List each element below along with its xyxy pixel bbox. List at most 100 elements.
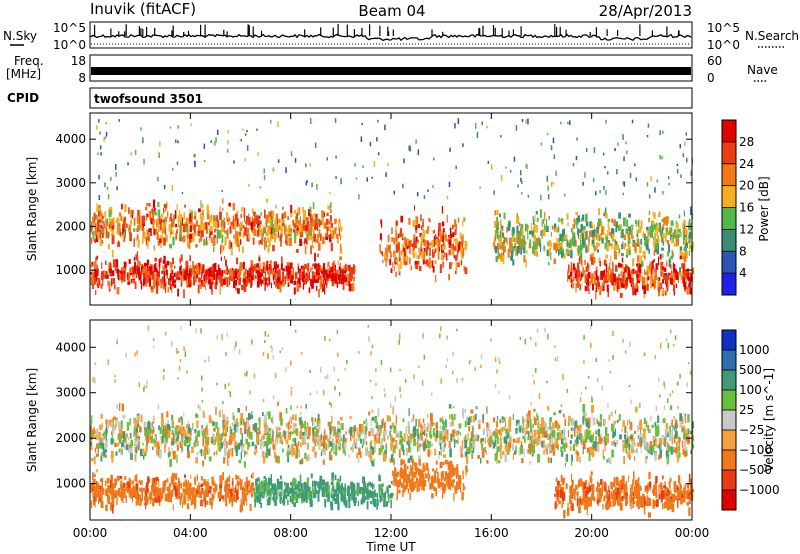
echo-cell [134,454,137,462]
echo-cell [255,215,258,225]
echo-cell [647,442,650,450]
echo-cell [292,267,295,275]
echo-cell [308,230,311,238]
echo-cell [570,270,572,277]
echo-cell [159,238,162,243]
echo-cell [294,239,297,244]
echo-cell [554,439,558,448]
echo-cell [614,241,617,250]
echo-cell [140,281,143,289]
echo-cell [245,405,247,411]
echo-cell [660,272,662,276]
echo-cell [154,212,157,216]
echo-cell [666,453,670,462]
echo-cell [602,152,605,156]
echo-cell [637,238,640,245]
echo-cell [268,411,271,420]
echo-cell [388,245,390,251]
echo-cell [139,494,141,499]
echo-cell [232,215,234,222]
echo-cell [579,229,582,233]
echo-cell [395,258,398,263]
echo-cell [171,447,173,456]
echo-cell [323,263,326,272]
echo-cell [509,433,511,439]
echo-cell [111,504,114,514]
echo-cell [609,262,611,270]
echo-cell [175,232,177,241]
nsky-trace [90,24,692,45]
echo-cell [303,214,306,222]
echo-cell [576,137,578,141]
echo-cell [172,504,174,511]
echo-cell [150,266,153,274]
echo-cell [516,245,520,254]
echo-cell [528,410,531,420]
echo-cell [180,254,183,262]
echo-cell [418,455,421,461]
echo-cell [153,415,155,424]
echo-cell [676,433,679,439]
echo-cell [118,487,121,495]
echo-cell [593,275,595,279]
echo-cell [244,227,247,236]
echo-cell [330,454,333,461]
echo-cell [682,428,684,432]
echo-cell [321,442,324,447]
echo-cell [171,185,174,191]
echo-cell [150,218,153,225]
echo-cell [603,259,607,264]
echo-cell [619,224,622,231]
echo-cell [446,214,448,223]
echo-cell [650,415,652,421]
echo-cell [269,219,272,228]
echo-cell [186,223,188,231]
echo-cell [454,245,457,251]
echo-cell [143,422,147,428]
echo-cell [574,269,577,277]
echo-cell [398,263,400,273]
echo-cell [504,444,506,451]
echo-cell [96,269,99,276]
echo-cell [553,154,556,159]
echo-cell [364,446,368,456]
echo-cell [187,450,190,459]
echo-cell [533,434,536,440]
echo-cell [599,218,602,226]
echo-cell [102,433,104,437]
echo-cell [286,240,289,246]
echo-cell [220,221,224,227]
echo-cell [684,283,687,290]
echo-cell [393,190,395,195]
echo-cell [638,226,642,233]
echo-cell [246,130,248,133]
echo-cell [153,429,155,433]
echo-cell [221,270,224,277]
echo-cell [389,425,393,429]
echo-cell [428,217,430,222]
echo-cell [171,284,173,293]
echo-cell [577,425,580,431]
power-ylabel: Slant Range [km] [25,157,39,261]
echo-cell [179,441,182,445]
echo-cell [100,152,102,156]
echo-cell [432,428,435,437]
echo-cell [244,133,247,136]
echo-cell [631,269,633,275]
echo-cell [97,219,100,226]
echo-cell [176,161,179,166]
echo-cell [612,228,615,237]
echo-cell [219,410,221,417]
echo-cell [454,229,457,236]
echo-cell [179,225,182,234]
echo-cell [213,488,216,492]
echo-cell [215,407,217,415]
echo-cell [634,219,637,224]
echo-cell [453,429,456,434]
echo-cell [577,276,580,286]
echo-cell [180,483,182,489]
echo-cell [683,239,686,244]
echo-cell [517,437,519,444]
echo-cell [265,241,267,248]
echo-cell [540,231,542,237]
